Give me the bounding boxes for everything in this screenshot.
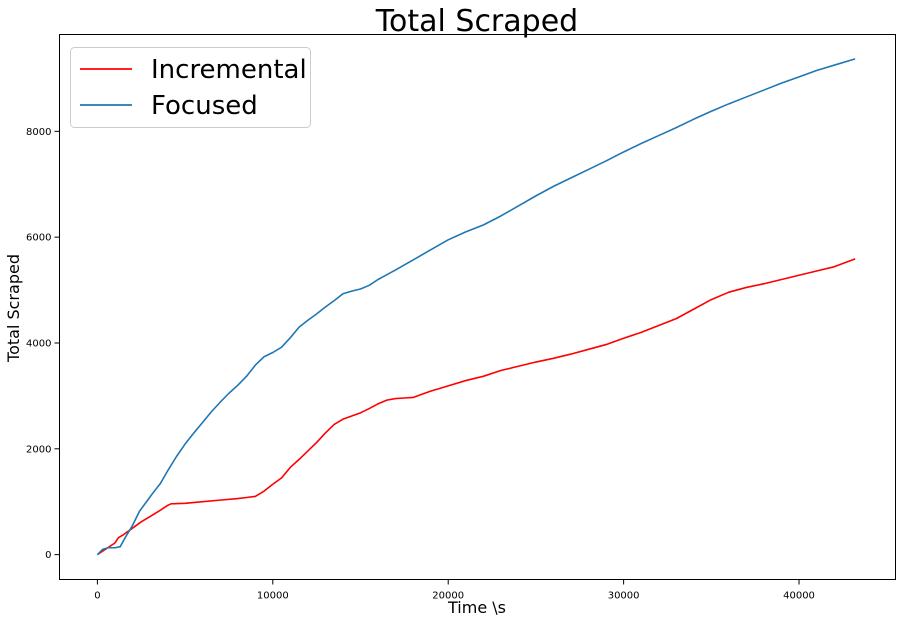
series-line-focused xyxy=(96,58,856,556)
x-axis-title: Time \s xyxy=(447,598,506,617)
x-axis: 0 10000 20000 30000 40000 xyxy=(94,579,815,602)
chart-title: Total Scraped xyxy=(375,4,578,39)
legend-label-incremental: Incremental xyxy=(151,55,307,85)
y-tick-label: 6000 xyxy=(26,233,51,244)
legend-label-focused: Focused xyxy=(151,91,258,121)
y-tick-label: 8000 xyxy=(26,127,51,138)
y-axis-title: Total Scraped xyxy=(4,254,23,363)
y-tick-label: 2000 xyxy=(26,444,51,455)
x-tick-label: 10000 xyxy=(257,591,289,602)
x-tick-label: 30000 xyxy=(608,591,640,602)
legend: Incremental Focused xyxy=(70,47,311,128)
y-tick-label: 4000 xyxy=(26,338,51,349)
x-tick-label: 40000 xyxy=(783,591,815,602)
y-tick-label: 0 xyxy=(45,550,51,561)
x-tick-label: 20000 xyxy=(432,591,464,602)
x-tick-label: 0 xyxy=(94,591,100,602)
series-lines xyxy=(96,58,856,556)
legend-box xyxy=(70,47,311,128)
series-line-incremental xyxy=(96,258,856,556)
y-axis: 0 2000 4000 6000 8000 xyxy=(26,127,60,561)
plot-frame xyxy=(59,34,896,580)
